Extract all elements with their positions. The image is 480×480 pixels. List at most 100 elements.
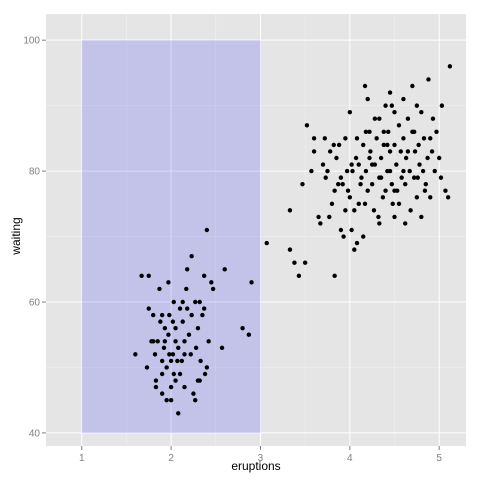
data-point bbox=[182, 352, 187, 357]
data-point bbox=[412, 149, 418, 154]
data-point bbox=[377, 116, 382, 121]
data-point bbox=[392, 188, 397, 193]
data-point bbox=[356, 201, 361, 207]
data-point bbox=[436, 155, 442, 161]
data-point bbox=[168, 397, 174, 403]
data-point bbox=[197, 299, 202, 305]
data-point bbox=[311, 136, 317, 141]
data-point bbox=[204, 227, 210, 233]
data-point bbox=[343, 208, 348, 213]
data-point bbox=[161, 345, 167, 351]
data-point bbox=[405, 149, 411, 154]
data-point bbox=[173, 325, 178, 331]
data-point bbox=[304, 123, 310, 128]
data-point bbox=[428, 136, 433, 141]
data-point bbox=[341, 234, 346, 239]
data-point bbox=[323, 175, 328, 180]
data-point bbox=[209, 280, 214, 285]
data-point bbox=[311, 149, 317, 154]
data-point bbox=[166, 332, 171, 337]
data-point bbox=[159, 312, 165, 318]
data-point bbox=[410, 83, 415, 89]
data-point bbox=[405, 116, 411, 121]
data-point bbox=[385, 142, 390, 148]
data-point bbox=[198, 358, 203, 364]
data-point bbox=[170, 352, 176, 357]
data-point bbox=[329, 201, 335, 207]
data-point bbox=[443, 188, 448, 193]
data-point bbox=[352, 208, 357, 213]
data-point bbox=[386, 129, 391, 135]
x-tick-label: 4 bbox=[347, 453, 353, 464]
data-point bbox=[182, 384, 187, 390]
data-point bbox=[334, 155, 339, 161]
data-point bbox=[159, 358, 165, 364]
data-point bbox=[398, 149, 403, 154]
data-point bbox=[170, 319, 176, 324]
x-tick-label: 1 bbox=[79, 453, 85, 464]
data-point bbox=[331, 142, 336, 148]
data-point bbox=[445, 195, 451, 200]
data-point bbox=[361, 142, 366, 148]
data-point bbox=[151, 339, 156, 344]
data-points bbox=[133, 64, 453, 416]
data-point bbox=[415, 175, 420, 180]
data-point bbox=[287, 247, 293, 252]
data-point bbox=[367, 129, 372, 135]
data-point bbox=[372, 116, 378, 121]
y-tick-label: 40 bbox=[29, 428, 41, 439]
data-point bbox=[414, 195, 420, 200]
data-point bbox=[325, 168, 330, 174]
data-point bbox=[153, 378, 159, 383]
data-point bbox=[206, 339, 211, 344]
data-point bbox=[175, 358, 180, 364]
data-point bbox=[401, 136, 406, 141]
data-point bbox=[133, 352, 138, 357]
data-point bbox=[347, 109, 353, 115]
data-point bbox=[430, 116, 436, 121]
data-point bbox=[363, 168, 369, 174]
data-point bbox=[378, 155, 384, 161]
data-point bbox=[144, 365, 150, 370]
data-point bbox=[345, 188, 351, 193]
data-point bbox=[392, 214, 397, 220]
x-tick-label: 5 bbox=[436, 453, 442, 464]
data-point bbox=[411, 175, 417, 180]
data-point bbox=[369, 181, 375, 187]
y-axis-title: waiting bbox=[9, 217, 23, 255]
data-point bbox=[177, 371, 183, 377]
data-point bbox=[396, 201, 402, 207]
data-point bbox=[166, 280, 171, 285]
data-point bbox=[195, 378, 201, 383]
data-point bbox=[401, 96, 406, 102]
data-point bbox=[193, 299, 198, 305]
data-point bbox=[287, 208, 293, 213]
data-point bbox=[403, 181, 408, 187]
data-point bbox=[336, 181, 341, 187]
data-point bbox=[369, 162, 375, 167]
data-point bbox=[168, 358, 174, 364]
data-point bbox=[438, 175, 444, 180]
data-point bbox=[401, 168, 406, 174]
data-point bbox=[362, 201, 368, 207]
data-point bbox=[164, 397, 169, 403]
data-point bbox=[403, 155, 409, 161]
data-point bbox=[377, 221, 382, 226]
data-point bbox=[354, 136, 360, 141]
data-point bbox=[392, 142, 397, 148]
data-point bbox=[428, 195, 433, 200]
data-point bbox=[403, 221, 408, 226]
data-point bbox=[422, 188, 428, 193]
data-point bbox=[332, 188, 337, 193]
data-point bbox=[167, 312, 172, 318]
data-point bbox=[179, 358, 185, 364]
data-point bbox=[336, 142, 342, 148]
data-point bbox=[302, 260, 308, 265]
data-point bbox=[376, 214, 381, 220]
data-point bbox=[392, 109, 397, 115]
data-point bbox=[180, 319, 185, 324]
data-point bbox=[155, 339, 160, 344]
x-tick-label: 2 bbox=[168, 453, 174, 464]
data-point bbox=[359, 175, 364, 180]
data-point bbox=[327, 149, 333, 154]
